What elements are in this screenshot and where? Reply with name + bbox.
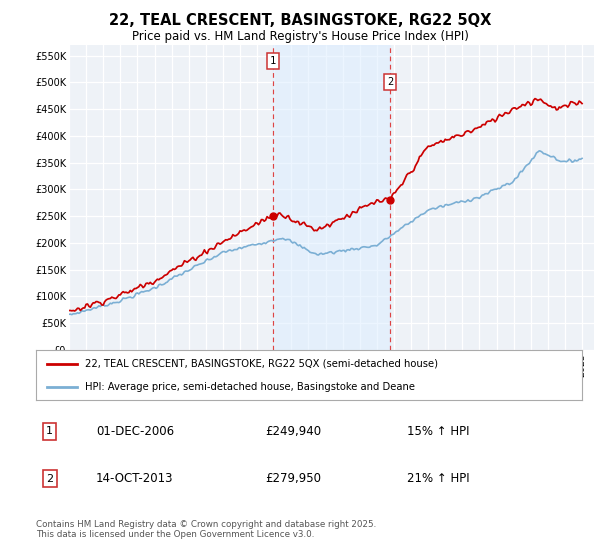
Text: 22, TEAL CRESCENT, BASINGSTOKE, RG22 5QX (semi-detached house): 22, TEAL CRESCENT, BASINGSTOKE, RG22 5QX… xyxy=(85,358,438,368)
Text: 14-OCT-2013: 14-OCT-2013 xyxy=(96,472,173,486)
Text: £249,940: £249,940 xyxy=(265,424,322,438)
Bar xyxy=(273,45,391,350)
Text: Contains HM Land Registry data © Crown copyright and database right 2025.
This d: Contains HM Land Registry data © Crown c… xyxy=(36,520,376,539)
Text: 01-DEC-2006: 01-DEC-2006 xyxy=(96,424,174,438)
Text: 1: 1 xyxy=(46,426,53,436)
Text: 1: 1 xyxy=(270,56,276,66)
Text: HPI: Average price, semi-detached house, Basingstoke and Deane: HPI: Average price, semi-detached house,… xyxy=(85,382,415,392)
Text: 22, TEAL CRESCENT, BASINGSTOKE, RG22 5QX: 22, TEAL CRESCENT, BASINGSTOKE, RG22 5QX xyxy=(109,13,491,28)
Text: 2: 2 xyxy=(46,474,53,484)
Text: £279,950: £279,950 xyxy=(265,472,322,486)
Text: 15% ↑ HPI: 15% ↑ HPI xyxy=(407,424,470,438)
Text: 2: 2 xyxy=(387,77,394,87)
Text: Price paid vs. HM Land Registry's House Price Index (HPI): Price paid vs. HM Land Registry's House … xyxy=(131,30,469,43)
Text: 21% ↑ HPI: 21% ↑ HPI xyxy=(407,472,470,486)
